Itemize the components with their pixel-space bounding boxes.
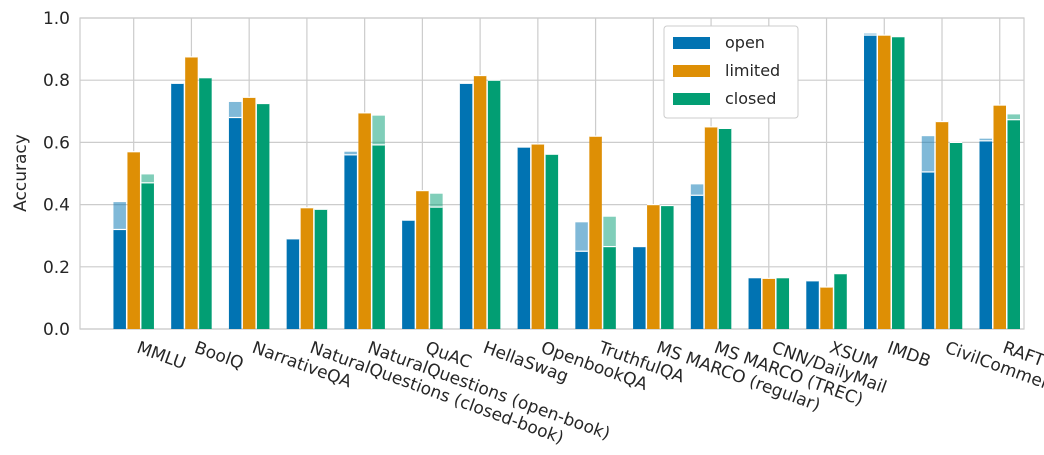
bar-closed bbox=[776, 277, 790, 329]
bar-open-range bbox=[864, 33, 877, 36]
y-tick-label: 0.4 bbox=[43, 196, 70, 216]
bar-limited bbox=[589, 136, 602, 329]
bar-limited bbox=[358, 112, 371, 329]
bar-closed-range bbox=[372, 115, 385, 145]
bar-closed bbox=[1007, 119, 1021, 330]
bar-open-range bbox=[921, 136, 935, 172]
bar-open bbox=[113, 229, 126, 329]
bar-closed bbox=[718, 128, 732, 329]
bar-open bbox=[228, 117, 242, 330]
bar-open bbox=[690, 195, 704, 329]
bar-open bbox=[171, 83, 184, 329]
bar-open bbox=[979, 140, 993, 329]
bar-closed bbox=[892, 36, 905, 329]
bar-closed-range bbox=[141, 174, 154, 183]
bar-open bbox=[864, 35, 877, 329]
y-axis-ticks: 0.0 0.2 0.4 0.6 0.8 1.0 bbox=[43, 9, 70, 340]
y-axis-label: Accuracy bbox=[11, 134, 31, 212]
bar-open-range bbox=[228, 101, 242, 118]
bar-limited bbox=[300, 207, 314, 329]
y-tick-label: 0.0 bbox=[43, 320, 70, 340]
x-tick-label: MMLU bbox=[134, 338, 188, 374]
bar-closed bbox=[834, 273, 847, 329]
bar-open bbox=[633, 246, 646, 329]
bar-open-range bbox=[113, 202, 126, 230]
legend-label-closed: closed bbox=[725, 89, 776, 108]
y-tick-label: 1.0 bbox=[43, 9, 70, 29]
bar-closed bbox=[141, 182, 154, 329]
x-tick-label: IMDB bbox=[885, 338, 934, 372]
bar-closed-range bbox=[1007, 114, 1021, 120]
bar-limited bbox=[704, 126, 718, 329]
bar-open-range bbox=[575, 222, 588, 252]
y-tick-label: 0.8 bbox=[43, 71, 70, 91]
bar-limited bbox=[647, 204, 660, 329]
legend-label-limited: limited bbox=[725, 61, 780, 80]
bar-open-range bbox=[690, 184, 704, 196]
bar-limited bbox=[473, 75, 487, 329]
bar-closed bbox=[487, 80, 501, 329]
x-tick-label: BoolQ bbox=[192, 338, 246, 374]
bar-closed bbox=[661, 205, 674, 329]
bar-limited bbox=[820, 287, 833, 329]
bar-closed-range bbox=[430, 193, 443, 208]
bar-open bbox=[921, 171, 935, 329]
bar-limited bbox=[878, 35, 891, 329]
legend-swatch-closed bbox=[673, 93, 710, 105]
legend-label-open: open bbox=[725, 33, 765, 52]
bar-open-range bbox=[979, 138, 993, 141]
bar-closed bbox=[199, 77, 212, 329]
bar-open bbox=[806, 280, 819, 329]
legend-swatch-limited bbox=[673, 65, 710, 77]
bar-closed bbox=[603, 246, 616, 329]
bar-open bbox=[517, 147, 531, 329]
bar-limited bbox=[935, 121, 949, 329]
bar-closed bbox=[545, 154, 559, 329]
bar-closed bbox=[256, 103, 270, 330]
bar-open-range bbox=[344, 151, 357, 155]
bar-limited bbox=[416, 190, 429, 329]
bar-limited bbox=[242, 97, 256, 330]
bar-limited bbox=[531, 143, 545, 329]
legend-swatch-open bbox=[673, 37, 710, 49]
bar-closed bbox=[430, 207, 443, 329]
bar-closed bbox=[314, 209, 328, 329]
bar-open bbox=[459, 83, 473, 329]
bars bbox=[113, 33, 1021, 330]
bar-open bbox=[748, 277, 762, 329]
bar-open bbox=[575, 251, 588, 329]
y-tick-label: 0.6 bbox=[43, 133, 70, 153]
legend: open limited closed bbox=[663, 25, 799, 119]
bar-closed bbox=[372, 144, 385, 329]
y-tick-label: 0.2 bbox=[43, 258, 70, 278]
bar-closed bbox=[949, 142, 963, 329]
bar-limited bbox=[127, 151, 140, 329]
bar-open bbox=[286, 238, 300, 329]
bar-limited bbox=[185, 56, 198, 329]
bar-limited bbox=[993, 105, 1007, 329]
bar-limited bbox=[762, 278, 776, 329]
bar-open bbox=[344, 154, 357, 329]
bar-open bbox=[402, 220, 415, 329]
bar-closed-range bbox=[603, 216, 616, 247]
